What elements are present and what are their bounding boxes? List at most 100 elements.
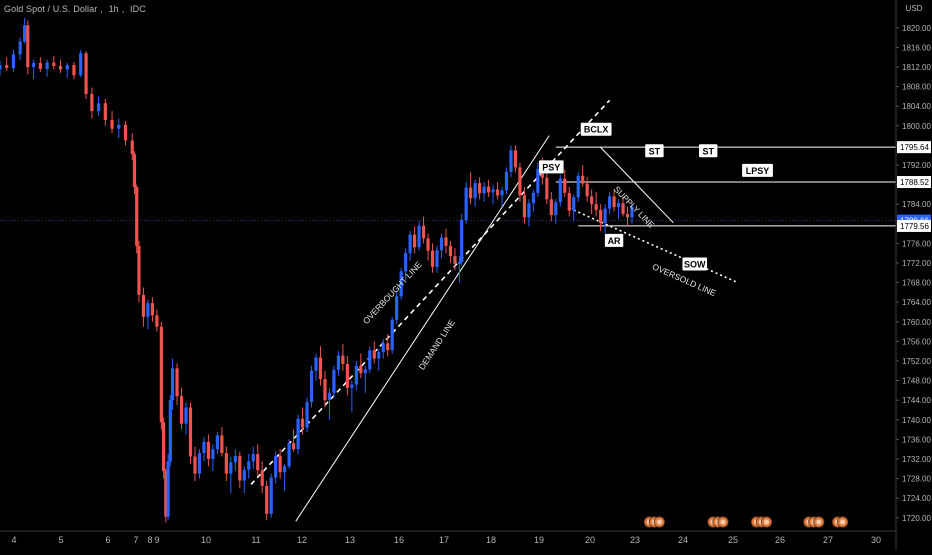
price-tick-label: 1748.00 bbox=[902, 377, 931, 386]
candle-body bbox=[117, 124, 121, 129]
price-tick-label: 1760.00 bbox=[902, 318, 931, 327]
time-tick-label: 10 bbox=[201, 535, 211, 545]
candle-body bbox=[413, 234, 417, 248]
candle-body bbox=[612, 196, 616, 208]
candle-body bbox=[215, 435, 219, 450]
candle-body bbox=[137, 245, 141, 295]
candle-body bbox=[567, 192, 571, 211]
price-tick-label: 1792.00 bbox=[902, 161, 931, 170]
price-axis[interactable]: USD 1720.00 1724.00 1728.00 1732.00 1736.00 17… bbox=[895, 0, 931, 550]
candle-body bbox=[5, 65, 9, 68]
price-tick-label: 1808.00 bbox=[902, 83, 931, 92]
candle-body bbox=[359, 365, 363, 374]
candle-body bbox=[332, 369, 336, 393]
candle-body bbox=[229, 462, 233, 474]
wyckoff-label-box[interactable] bbox=[604, 233, 624, 247]
candle-body bbox=[265, 485, 269, 514]
candle-body bbox=[554, 202, 558, 215]
symbol-title: Gold Spot / U.S. Dollar, 1h, IDC bbox=[4, 4, 146, 14]
candle-body bbox=[135, 187, 139, 246]
candle-body bbox=[386, 343, 390, 351]
candle-body bbox=[341, 355, 345, 364]
candle-body bbox=[23, 25, 27, 42]
candle-body bbox=[495, 189, 500, 196]
candle-body bbox=[399, 271, 403, 297]
candle-body bbox=[79, 53, 83, 76]
wyckoff-label-box[interactable] bbox=[580, 122, 612, 136]
trend-line[interactable] bbox=[600, 147, 674, 224]
candle-body bbox=[518, 167, 522, 196]
time-tick-label: 9 bbox=[154, 535, 159, 545]
candle-body bbox=[123, 124, 128, 141]
price-tick-label: 1720.00 bbox=[902, 514, 931, 523]
trend-line-label: DEMAND LINE bbox=[417, 317, 457, 371]
candle-body bbox=[224, 453, 228, 474]
candle-body bbox=[625, 213, 630, 218]
symbol-name: Gold Spot / U.S. Dollar bbox=[4, 4, 98, 14]
price-marker bbox=[897, 141, 931, 154]
candle-body bbox=[238, 456, 242, 481]
candle-body bbox=[368, 350, 372, 370]
candle-body bbox=[65, 65, 69, 70]
candle-body bbox=[536, 168, 540, 193]
candle-body bbox=[247, 461, 251, 470]
price-tick-label: 1800.00 bbox=[902, 122, 931, 131]
candle-body bbox=[130, 140, 134, 155]
time-tick-label: 8 bbox=[147, 535, 152, 545]
candle-body bbox=[26, 25, 30, 67]
candle-body bbox=[522, 195, 527, 218]
price-tick-label: 1740.00 bbox=[902, 416, 931, 425]
candle-body bbox=[473, 183, 477, 199]
wyckoff-label: ST bbox=[702, 146, 714, 156]
candle-body bbox=[84, 53, 88, 94]
exchange-label: IDC bbox=[130, 4, 146, 14]
candle-body bbox=[350, 384, 354, 388]
candle-body bbox=[278, 456, 282, 473]
candle-body bbox=[175, 368, 179, 397]
candle-body bbox=[90, 93, 94, 112]
time-tick-label: 11 bbox=[251, 535, 260, 545]
candle-body bbox=[478, 183, 482, 194]
wyckoff-label: LPSY bbox=[746, 166, 770, 176]
price-tick-label: 1732.00 bbox=[902, 455, 931, 464]
time-tick-label: 24 bbox=[678, 535, 688, 545]
time-tick-label: 18 bbox=[486, 535, 496, 545]
candle-body bbox=[52, 62, 56, 67]
trend-line[interactable] bbox=[568, 207, 739, 284]
wyckoff-label-box[interactable] bbox=[645, 144, 664, 158]
time-tick-label: 16 bbox=[394, 535, 404, 545]
candle-body bbox=[159, 326, 163, 423]
price-marker-label: 1795.64 bbox=[900, 143, 929, 152]
candle-body bbox=[296, 418, 300, 450]
time-tick-label: 20 bbox=[585, 535, 595, 545]
candle-body bbox=[283, 466, 287, 473]
candle-body bbox=[585, 183, 589, 197]
wyckoff-label-box[interactable] bbox=[698, 144, 718, 158]
price-tick-label: 1776.00 bbox=[902, 239, 931, 248]
wyckoff-label-box[interactable] bbox=[742, 163, 773, 177]
wyckoff-label-box[interactable] bbox=[682, 257, 708, 271]
interval-label: 1h bbox=[108, 4, 119, 14]
drawing-layer bbox=[0, 99, 896, 522]
time-axis[interactable]: 4 5 6 7 8 9 10 11 12 13 16 17 18 19 20 23 24 25 26 27 30 bbox=[0, 516, 896, 545]
wyckoff-label-box[interactable] bbox=[539, 160, 564, 174]
trend-line[interactable] bbox=[295, 135, 550, 522]
candle-body bbox=[500, 190, 504, 196]
trend-line-label: OVERBOUGHT LINE bbox=[361, 259, 424, 326]
candle-body bbox=[439, 237, 444, 251]
price-tick-label: 1812.00 bbox=[902, 63, 931, 72]
candle-body bbox=[531, 192, 535, 204]
candle-body bbox=[256, 454, 260, 471]
candle-body bbox=[354, 365, 358, 385]
trend-line[interactable] bbox=[250, 99, 611, 485]
wyckoff-label: PSY bbox=[542, 162, 560, 172]
candle-body bbox=[545, 177, 549, 200]
candle-body bbox=[372, 350, 376, 359]
candle-body bbox=[166, 461, 170, 517]
candle-body bbox=[206, 441, 211, 459]
candles-layer bbox=[0, 18, 634, 523]
candle-body bbox=[0, 65, 2, 70]
candle-body bbox=[491, 189, 495, 193]
